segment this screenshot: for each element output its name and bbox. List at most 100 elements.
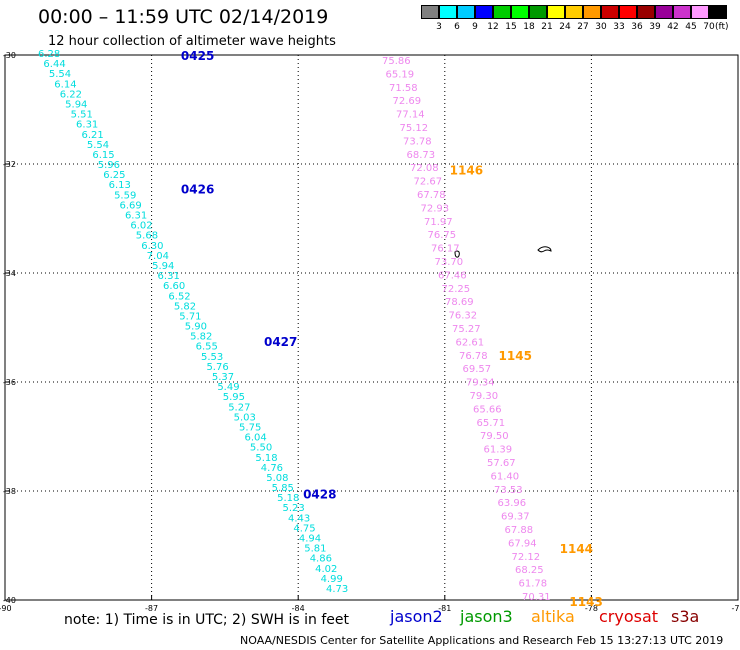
wave-height-value: 62.61 [456, 337, 485, 348]
wave-height-value: 72.08 [410, 163, 439, 174]
legend-label: 33 [613, 22, 625, 32]
legend-label: 18 [523, 22, 535, 32]
wave-height-value: 76.75 [428, 230, 457, 241]
lat-label: -34 [3, 269, 16, 278]
wave-height-value: 72.12 [512, 552, 541, 563]
wave-height-value: 6.02 [130, 221, 152, 232]
wave-height-value: 6.31 [158, 271, 180, 282]
page-subtitle: 12 hour collection of altimeter wave hei… [48, 34, 336, 49]
legend-label: 15 [505, 22, 517, 32]
footer-credit: NOAA/NESDIS Center for Satellite Applica… [240, 634, 724, 647]
wave-height-value: 4.43 [288, 513, 310, 524]
wave-height-value: 76.78 [459, 351, 488, 362]
wave-height-value: 5.68 [136, 231, 158, 242]
wave-height-value: 4.86 [310, 554, 332, 565]
wave-height-value: 5.90 [185, 322, 207, 333]
legend-swatch [709, 5, 727, 19]
wave-height-value: 5.95 [223, 392, 245, 403]
wave-height-value: 6.55 [196, 342, 218, 353]
legend-label: 36 [631, 22, 643, 32]
wave-height-value: 57.67 [487, 458, 516, 469]
wave-height-value: 65.19 [386, 69, 415, 80]
wave-height-value: 72.69 [393, 96, 422, 107]
wave-height-value: 67.94 [508, 538, 537, 549]
lat-label: -40 [3, 596, 16, 605]
lon-label: -84 [292, 604, 305, 613]
wave-height-value: 5.49 [217, 382, 239, 393]
pass-time-label: 1144 [560, 542, 593, 556]
wave-height-value: 67.46 [438, 270, 467, 281]
wave-height-value: 77.14 [396, 110, 425, 121]
wave-height-value: 5.53 [201, 352, 223, 363]
legend-swatch [511, 5, 529, 19]
wave-height-value: 5.85 [272, 483, 294, 494]
map-grid [5, 55, 738, 600]
wave-height-value: 6.31 [125, 211, 147, 222]
wave-height-value: 5.51 [71, 110, 93, 121]
wave-height-value: 73.78 [403, 136, 432, 147]
wave-height-value: 4.73 [326, 584, 348, 595]
wave-height-value: 6.60 [163, 281, 185, 292]
satellite-name-jason3: jason3 [460, 607, 513, 626]
pass-time-label: 1146 [450, 163, 483, 177]
wave-height-value: 75.12 [400, 123, 429, 134]
altimeter-tracks: 6.286.445.546.146.225.945.516.316.215.54… [38, 49, 603, 609]
coastline-islands [454, 246, 552, 258]
satellite-name-cryosat: cryosat [599, 607, 659, 626]
wave-height-value: 61.39 [484, 445, 513, 456]
wave-height-value: 6.44 [43, 59, 65, 70]
wave-height-value: 6.52 [168, 291, 190, 302]
wave-height-value: 6.25 [103, 170, 125, 181]
wave-height-value: 5.59 [114, 190, 136, 201]
lon-label: -90 [0, 604, 12, 613]
wave-height-value: 76.17 [431, 244, 460, 255]
legend-swatch [475, 5, 493, 19]
lon-label: -87 [145, 604, 158, 613]
wave-height-value: 5.82 [174, 301, 196, 312]
legend-label: 45 [685, 22, 697, 32]
lon-label: -81 [438, 604, 451, 613]
legend-swatch [691, 5, 709, 19]
wave-height-value: 75.27 [452, 324, 481, 335]
wave-height-value: 6.13 [109, 180, 131, 191]
pass-time-label: 0426 [181, 183, 214, 197]
wave-height-value: 5.37 [212, 372, 234, 383]
legend-label: 12 [487, 22, 499, 32]
wave-height-value: 6.15 [92, 150, 114, 161]
wave-height-value: 5.50 [250, 443, 272, 454]
legend-swatch [601, 5, 619, 19]
satellite-name-jason2: jason2 [390, 607, 443, 626]
wave-height-value: 75.86 [382, 56, 411, 67]
wave-height-value: 79.30 [470, 391, 499, 402]
wave-height-value: 73.70 [435, 257, 464, 268]
wave-height-value: 68.73 [407, 150, 436, 161]
lat-label: -30 [3, 51, 16, 60]
wave-height-value: 5.27 [228, 402, 250, 413]
wave-height-value: 4.99 [321, 574, 343, 585]
legend-label: 3 [436, 22, 442, 32]
wave-height-value: 6.21 [81, 130, 103, 141]
island-shape [454, 250, 460, 258]
wave-height-value: 7.04 [147, 251, 169, 262]
wave-height-value: 5.08 [266, 473, 288, 484]
wave-height-value: 78.69 [445, 297, 474, 308]
wave-height-value: 5.03 [234, 412, 256, 423]
wave-height-value: 79.34 [466, 378, 495, 389]
wave-height-value: 4.76 [261, 463, 283, 474]
wave-height-value: 68.25 [515, 565, 544, 576]
wave-height-value: 5.96 [98, 160, 120, 171]
wave-height-value: 67.78 [417, 190, 446, 201]
wave-height-value: 65.71 [477, 418, 506, 429]
legend-label: 21 [541, 22, 553, 32]
wave-height-value: 5.71 [179, 311, 201, 322]
wave-height-value: 71.97 [424, 217, 453, 228]
satellite-name-s3a: s3a [671, 607, 700, 626]
map-axes: -30 -32 -34 -36 -38 -40-90 -87 -84 -81 -78 -75 [0, 51, 740, 613]
legend-swatch [619, 5, 637, 19]
wave-height-value: 61.78 [519, 579, 548, 590]
legend-swatch [565, 5, 583, 19]
wave-height-value: 72.67 [414, 177, 443, 188]
wave-height-value: 6.30 [141, 241, 163, 252]
wave-height-value: 6.14 [54, 79, 76, 90]
